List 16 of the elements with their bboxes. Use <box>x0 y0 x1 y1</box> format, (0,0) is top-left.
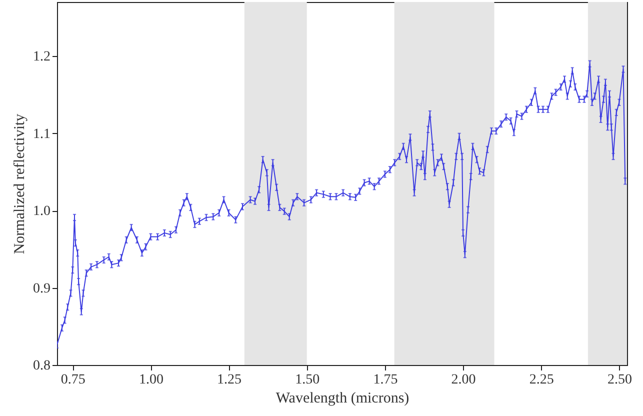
y-tick-label: 0.8 <box>33 358 50 374</box>
x-tick-label: 1.50 <box>295 372 320 388</box>
line-series <box>57 63 626 346</box>
x-tick-label: 2.50 <box>607 372 632 388</box>
y-tick-label: 1.1 <box>33 126 50 142</box>
x-tick-label: 1.75 <box>373 372 398 388</box>
x-axis-title: Wavelength (microns) <box>276 390 410 406</box>
y-tick-label: 1.0 <box>33 204 50 220</box>
x-tick-label: 1.25 <box>217 372 242 388</box>
x-tick-label: 1.00 <box>138 372 164 388</box>
y-tick-label: 0.9 <box>33 281 50 296</box>
y-tick-label: 1.2 <box>33 50 50 65</box>
x-tick-label: 2.00 <box>451 372 476 388</box>
y-axis-title: Normalized reflectivity <box>12 113 28 254</box>
x-tick-label: 2.25 <box>529 372 554 388</box>
x-tick-label: 0.75 <box>60 372 86 388</box>
